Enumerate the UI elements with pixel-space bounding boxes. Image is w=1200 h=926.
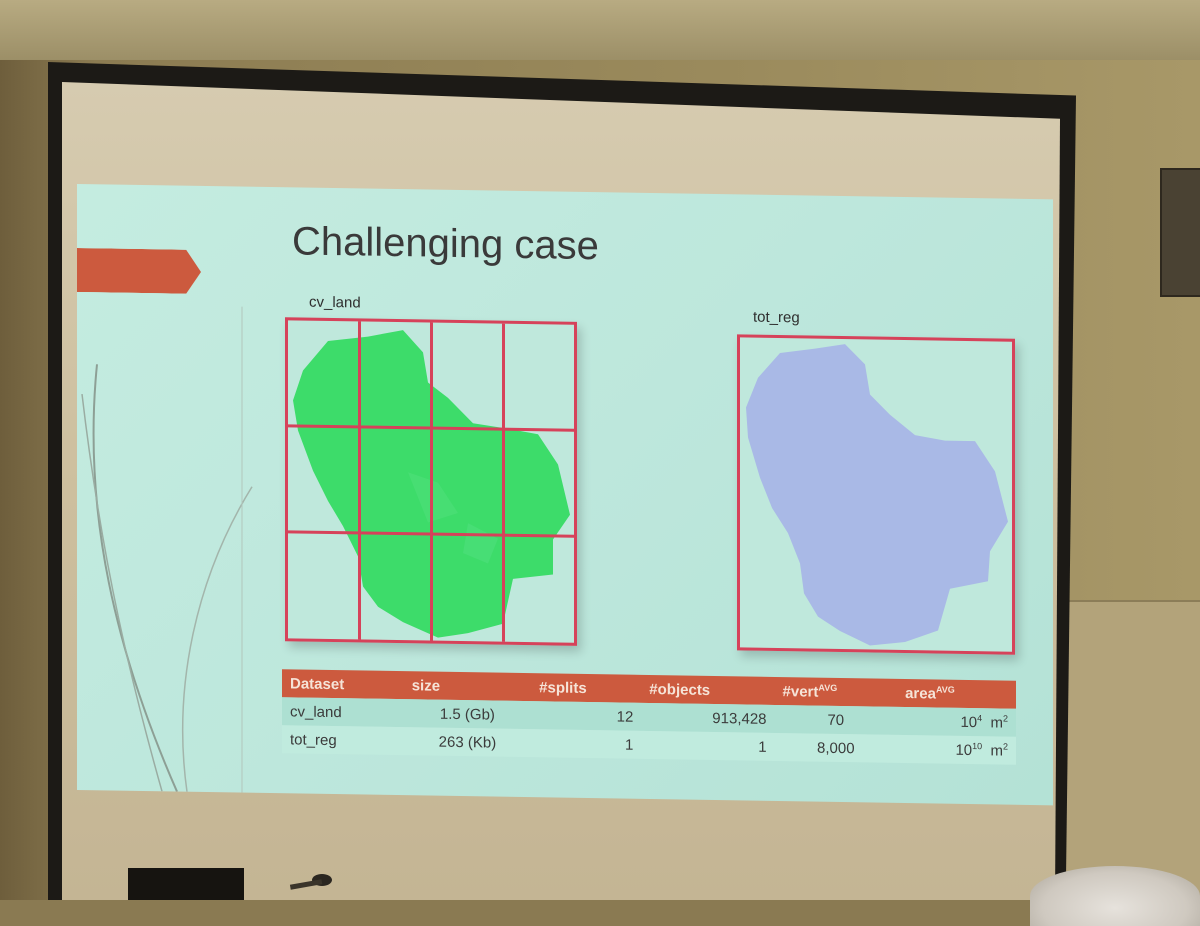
tot-reg-shape [746, 344, 1008, 646]
cell-splits: 1 [531, 729, 642, 759]
wall-panel [1066, 600, 1200, 902]
area-exponent: 10 [972, 741, 983, 752]
cell-dataset: cv_land [282, 697, 404, 728]
cell-vert: 70 [774, 704, 898, 735]
header-area-label: area [905, 685, 936, 703]
header-area-sup: AVG [935, 684, 955, 695]
area-base: 10 [960, 713, 978, 732]
area-unit: m [990, 742, 1003, 760]
cv-land-map [285, 317, 577, 646]
area-exponent: 4 [977, 713, 983, 724]
podium-silhouette [128, 868, 244, 900]
title-arrow-accent [77, 248, 201, 294]
cell-size: 1.5 (Gb) [403, 699, 532, 730]
area-unit-exponent: 2 [1002, 713, 1008, 724]
header-vert-sup: AVG [818, 682, 838, 693]
header-size: size [403, 671, 532, 702]
grid-line-v3 [502, 323, 505, 642]
slide-title: Challenging case [292, 219, 599, 269]
right-panel-label: tot_reg [753, 308, 800, 327]
cell-objects: 1 [641, 730, 775, 761]
presentation-slide: Challenging case cv_land tot_reg Dataset… [77, 184, 1053, 806]
wall-speaker [1160, 168, 1200, 297]
cell-area: 1010 m2 [897, 734, 1016, 765]
cell-vert: 8,000 [774, 732, 898, 763]
cell-objects: 913,428 [641, 702, 775, 733]
dataset-table: Dataset size #splits #objects #vertAVG a… [282, 669, 1016, 765]
header-objects: #objects [641, 674, 775, 705]
ceiling [0, 0, 1200, 60]
cell-size: 263 (Kb) [403, 727, 532, 758]
header-vert-label: #vert [782, 683, 819, 701]
area-unit-exponent: 2 [1002, 741, 1008, 752]
decorative-curves [81, 306, 253, 793]
header-vert: #vertAVG [774, 676, 898, 707]
tot-reg-map [737, 334, 1015, 655]
area-unit: m [990, 714, 1003, 732]
grid-line-v2 [430, 322, 433, 641]
header-dataset: Dataset [282, 669, 404, 700]
cell-area: 104 m2 [897, 706, 1016, 737]
cell-dataset: tot_reg [282, 725, 404, 756]
cell-splits: 12 [531, 701, 642, 731]
header-area: areaAVG [897, 678, 1016, 709]
area-base: 10 [955, 741, 973, 760]
left-panel-label: cv_land [309, 293, 361, 312]
microphone-icon [289, 874, 332, 890]
header-splits: #splits [531, 673, 642, 703]
grid-line-v1 [358, 321, 361, 640]
audience-head [1030, 866, 1200, 926]
